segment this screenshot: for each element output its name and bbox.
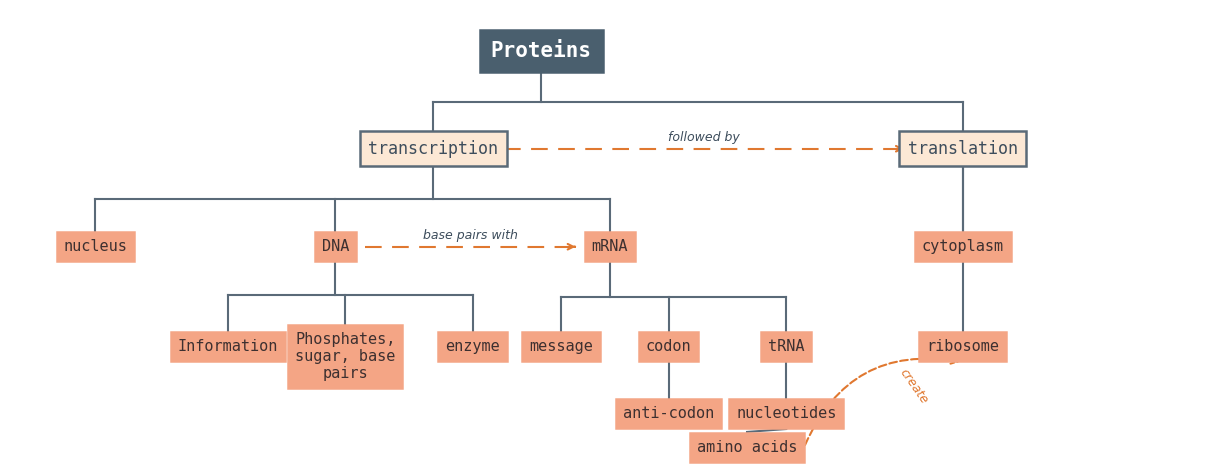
Text: base pairs with: base pairs with	[423, 229, 517, 242]
Text: codon: codon	[646, 339, 691, 354]
Text: create: create	[897, 366, 931, 406]
Text: tRNA: tRNA	[768, 339, 804, 354]
Text: Proteins: Proteins	[491, 41, 592, 61]
FancyArrowPatch shape	[806, 357, 958, 445]
Text: enzyme: enzyme	[445, 339, 500, 354]
Text: mRNA: mRNA	[592, 239, 628, 254]
Text: nucleotides: nucleotides	[736, 406, 837, 421]
Text: ribosome: ribosome	[926, 339, 999, 354]
Text: Information: Information	[177, 339, 277, 354]
Text: anti-codon: anti-codon	[624, 406, 714, 421]
Text: followed by: followed by	[668, 131, 739, 144]
Text: translation: translation	[908, 140, 1018, 158]
Text: amino acids: amino acids	[697, 440, 797, 455]
Text: transcription: transcription	[369, 140, 498, 158]
Text: cytoplasm: cytoplasm	[921, 239, 1003, 254]
Text: nucleus: nucleus	[64, 239, 128, 254]
Text: DNA: DNA	[322, 239, 350, 254]
Text: Phosphates,
sugar, base
pairs: Phosphates, sugar, base pairs	[295, 332, 396, 382]
Text: message: message	[529, 339, 593, 354]
